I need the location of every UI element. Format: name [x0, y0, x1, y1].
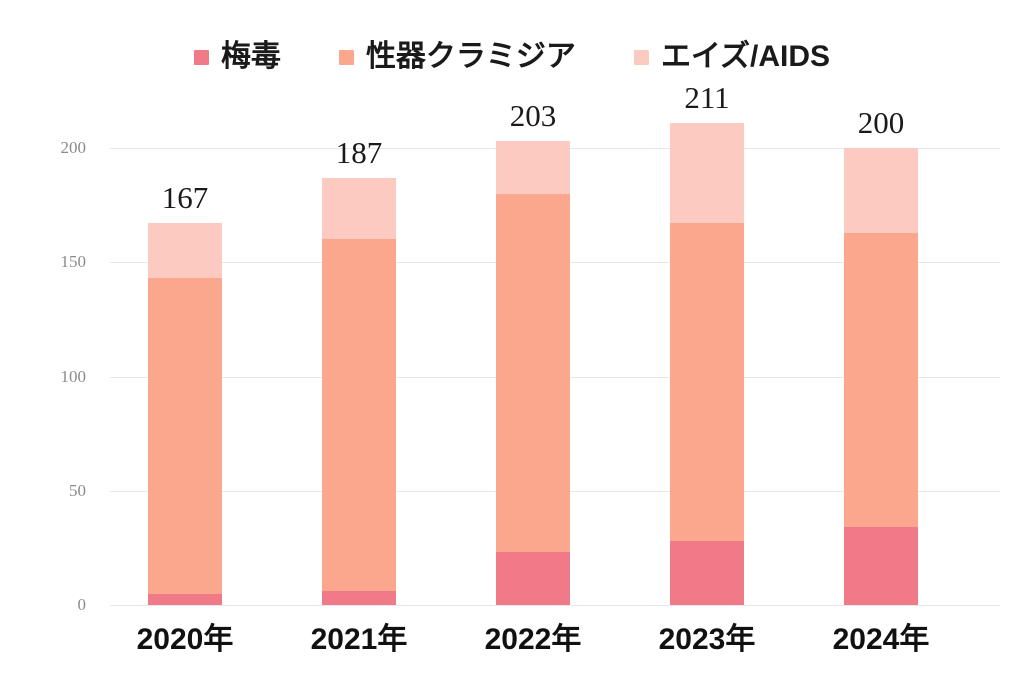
- bar-segment-エイズ/AIDS[interactable]: [322, 177, 396, 240]
- bar-stack: [496, 141, 570, 605]
- bar-stack: [844, 148, 918, 605]
- bar-segment-性器クラミジア[interactable]: [670, 223, 744, 542]
- bar-segment-エイズ/AIDS[interactable]: [670, 122, 744, 224]
- bar-segment-エイズ/AIDS[interactable]: [148, 223, 222, 279]
- bar-segment-梅毒[interactable]: [670, 541, 744, 605]
- x-tick-label-2024年: 2024年: [832, 623, 930, 656]
- x-tick-label-2022年: 2022年: [484, 623, 582, 656]
- bar-total-label-2020年: 167: [161, 180, 209, 216]
- bar-segment-梅毒[interactable]: [844, 527, 918, 605]
- x-tick-label-2021年: 2021年: [310, 623, 408, 656]
- legend-item-baidoku[interactable]: 梅毒: [193, 40, 281, 73]
- bar-segment-エイズ/AIDS[interactable]: [496, 141, 570, 194]
- bar-segment-エイズ/AIDS[interactable]: [844, 148, 918, 233]
- y-tick-label-50: 50: [69, 480, 86, 500]
- bar-segment-性器クラミジア[interactable]: [496, 193, 570, 553]
- bar-stack: [322, 177, 396, 605]
- legend-label-aids: エイズ/AIDS: [660, 40, 831, 73]
- legend-label-chlamydia: 性器クラミジア: [365, 40, 576, 73]
- legend-swatch-baidoku: [193, 49, 209, 65]
- bar-segment-梅毒[interactable]: [322, 591, 396, 605]
- bar-total-label-2023年: 211: [684, 79, 730, 115]
- bar-stack: [148, 223, 222, 605]
- x-tick-label-2023年: 2023年: [658, 623, 756, 656]
- bar-segment-梅毒[interactable]: [148, 593, 222, 605]
- legend-swatch-chlamydia: [338, 49, 354, 65]
- y-tick-label-0: 0: [77, 595, 87, 614]
- bar-segment-性器クラミジア[interactable]: [322, 239, 396, 592]
- bar-total-label-2024年: 200: [857, 105, 905, 140]
- y-tick-label-200: 200: [60, 138, 87, 157]
- y-tick-label-100: 100: [60, 366, 87, 386]
- bar-segment-梅毒[interactable]: [496, 552, 570, 605]
- legend-item-chlamydia[interactable]: 性器クラミジア: [338, 40, 576, 73]
- bar-segment-性器クラミジア[interactable]: [148, 278, 222, 594]
- chart-legend: 梅毒 性器クラミジア エイズ/AIDS: [0, 36, 1024, 78]
- axis-baseline: [110, 605, 1000, 606]
- bar-total-label-2021年: 187: [335, 134, 383, 170]
- legend-swatch-aids: [633, 49, 649, 65]
- bar-total-label-2022年: 203: [509, 98, 557, 134]
- legend-item-aids[interactable]: エイズ/AIDS: [633, 40, 831, 73]
- bar-segment-性器クラミジア[interactable]: [844, 232, 918, 528]
- bar-stack: [670, 122, 744, 605]
- x-tick-label-2020年: 2020年: [136, 623, 234, 656]
- y-tick-label-150: 150: [60, 252, 87, 272]
- legend-label-baidoku: 梅毒: [220, 40, 281, 73]
